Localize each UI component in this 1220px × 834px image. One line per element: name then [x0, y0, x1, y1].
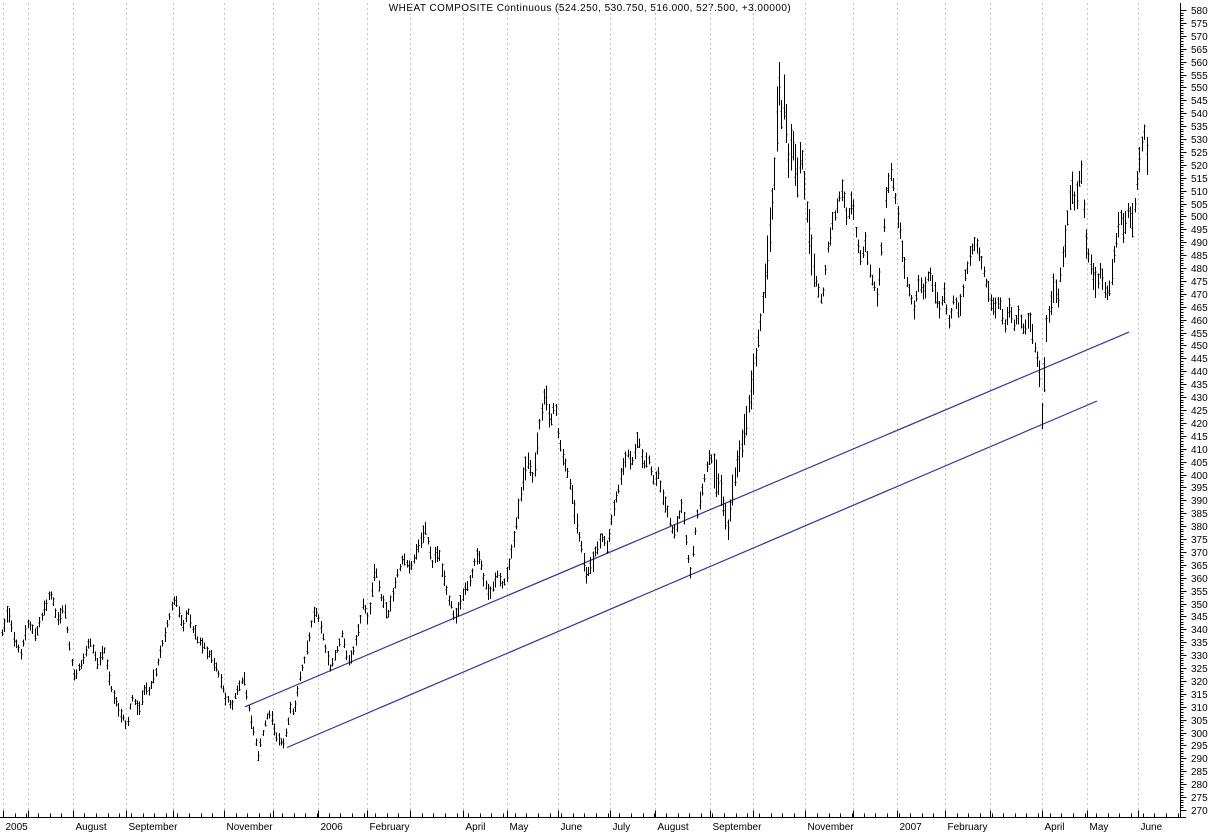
- price-axis-label: 515: [1191, 174, 1208, 185]
- time-axis-label: 2006: [321, 822, 344, 833]
- time-axis-label: April: [466, 822, 486, 833]
- time-axis-label: June: [561, 822, 583, 833]
- price-axis-label: 440: [1191, 367, 1208, 378]
- price-axis-label: 380: [1191, 522, 1208, 533]
- price-axis-label: 570: [1191, 32, 1208, 43]
- price-axis-label: 385: [1191, 509, 1208, 520]
- price-axis-label: 365: [1191, 561, 1208, 572]
- price-axis-label: 495: [1191, 225, 1208, 236]
- price-axis-label: 460: [1191, 316, 1208, 327]
- price-axis-label: 350: [1191, 600, 1208, 611]
- time-axis-label: September: [129, 822, 179, 833]
- price-axis-label: 270: [1191, 806, 1208, 817]
- price-axis-label: 535: [1191, 122, 1208, 133]
- price-axis-label: 485: [1191, 251, 1208, 262]
- price-axis-label: 500: [1191, 212, 1208, 223]
- price-axis-label: 320: [1191, 677, 1208, 688]
- price-axis-label: 555: [1191, 71, 1208, 82]
- price-axis-label: 285: [1191, 767, 1208, 778]
- price-axis-label: 400: [1191, 471, 1208, 482]
- price-axis-label: 280: [1191, 780, 1208, 791]
- price-axis-label: 300: [1191, 729, 1208, 740]
- price-axis-label: 545: [1191, 96, 1208, 107]
- price-axis-label: 530: [1191, 135, 1208, 146]
- plot-area[interactable]: [0, 0, 1180, 817]
- time-axis: 2005 August September November 2006 February A…: [0, 810, 1186, 833]
- price-axis-label: 575: [1191, 19, 1208, 30]
- time-axis-label: November: [808, 822, 855, 833]
- price-axis-label: 275: [1191, 793, 1208, 804]
- price-bars: [1, 62, 1149, 762]
- upper-channel-line: [244, 331, 1130, 708]
- time-axis-label: 2007: [900, 822, 923, 833]
- price-axis-label: 310: [1191, 703, 1208, 714]
- time-axis-label: November: [227, 822, 274, 833]
- price-axis-label: 445: [1191, 354, 1208, 365]
- price-axis-label: 305: [1191, 716, 1208, 727]
- price-axis-label: 510: [1191, 187, 1208, 198]
- time-axis-label: August: [658, 822, 689, 833]
- price-axis-label: 410: [1191, 445, 1208, 456]
- price-axis-label: 290: [1191, 754, 1208, 765]
- price-axis-label: 370: [1191, 548, 1208, 559]
- price-axis-label: 340: [1191, 625, 1208, 636]
- price-axis-label: 375: [1191, 535, 1208, 546]
- price-axis-label: 355: [1191, 587, 1208, 598]
- time-axis-label: May: [1090, 822, 1109, 833]
- time-axis-label: September: [713, 822, 763, 833]
- price-axis-label: 455: [1191, 329, 1208, 340]
- price-axis-label: 435: [1191, 380, 1208, 391]
- price-axis-label: 325: [1191, 664, 1208, 675]
- price-axis-label: 450: [1191, 341, 1208, 352]
- price-axis-label: 420: [1191, 419, 1208, 430]
- trendlines: [244, 331, 1130, 749]
- time-axis-label: April: [1045, 822, 1065, 833]
- price-axis-label: 480: [1191, 264, 1208, 275]
- time-axis-label: 2005: [6, 822, 29, 833]
- price-axis-label: 520: [1191, 161, 1208, 172]
- price-axis-label: 475: [1191, 277, 1208, 288]
- time-axis-label: June: [1141, 822, 1163, 833]
- price-axis-label: 565: [1191, 45, 1208, 56]
- price-axis-label: 560: [1191, 58, 1208, 69]
- price-axis-label: 470: [1191, 290, 1208, 301]
- price-axis-label: 430: [1191, 393, 1208, 404]
- price-axis-label: 490: [1191, 238, 1208, 249]
- price-axis-label: 465: [1191, 303, 1208, 314]
- price-axis-label: 335: [1191, 638, 1208, 649]
- price-axis-label: 315: [1191, 690, 1208, 701]
- price-axis-label: 330: [1191, 651, 1208, 662]
- price-axis-label: 425: [1191, 406, 1208, 417]
- time-axis-label: July: [613, 822, 631, 833]
- time-axis-label: February: [370, 822, 410, 833]
- price-axis-label: 395: [1191, 483, 1208, 494]
- chart-title: WHEAT COMPOSITE Continuous (524.250, 530…: [388, 3, 792, 14]
- price-axis-label: 580: [1191, 6, 1208, 17]
- price-axis-label: 505: [1191, 200, 1208, 211]
- price-axis-label: 360: [1191, 574, 1208, 585]
- lower-channel-line: [286, 400, 1098, 749]
- price-axis-label: 295: [1191, 741, 1208, 752]
- price-axis-label: 345: [1191, 612, 1208, 623]
- time-axis-label: May: [510, 822, 529, 833]
- price-axis-label: 540: [1191, 109, 1208, 120]
- price-axis-label: 415: [1191, 432, 1208, 443]
- time-axis-label: August: [76, 822, 107, 833]
- time-axis-label: February: [948, 822, 988, 833]
- price-axis-label: 525: [1191, 148, 1208, 159]
- price-axis-label: 550: [1191, 83, 1208, 94]
- ohlc-bars-path: [1, 62, 1149, 762]
- price-axis-label: 390: [1191, 496, 1208, 507]
- price-axis-label: 405: [1191, 458, 1208, 469]
